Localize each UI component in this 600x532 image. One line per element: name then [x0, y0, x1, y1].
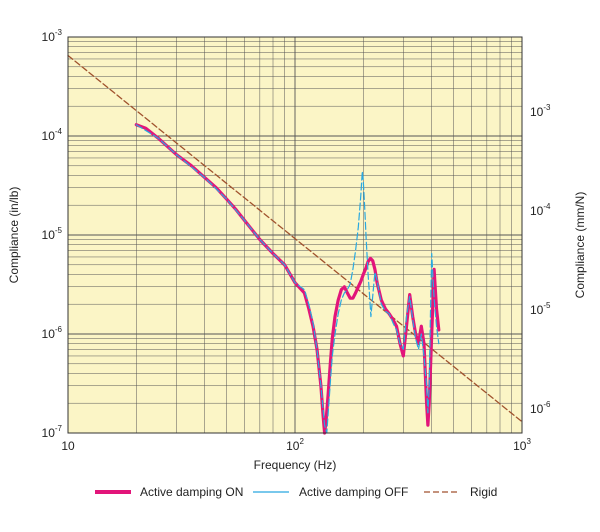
x-axis-title: Frequency (Hz) [254, 458, 337, 472]
legend-label-damping-on: Active damping ON [140, 485, 243, 499]
y-tick-label-right: 10-3 [530, 103, 551, 119]
legend-label-rigid: Rigid [470, 485, 497, 499]
tick-labels: 10-7 10-6 10-5 10-4 10-3 10-6 10-5 10-4 10-3 10 10… [42, 28, 552, 453]
y-tick-label-right: 10-5 [530, 301, 551, 317]
y-tick-label-right: 10-6 [530, 400, 551, 416]
y-tick-label-left: 10-5 [42, 226, 63, 242]
plot-frame [67, 36, 523, 434]
series-active-damping-off [135, 124, 440, 434]
y-axis-title-left: Compliance (in/lb) [7, 187, 21, 284]
series-rigid [67, 54, 523, 423]
y-tick-label-left: 10-7 [42, 424, 63, 440]
series-active-damping-on [134, 123, 441, 435]
y-axis-title-right: Compliance (mm/N) [573, 192, 587, 299]
legend: Active damping ON Active damping OFF Rig… [95, 485, 497, 499]
x-tick-label: 102 [286, 437, 304, 453]
y-tick-label-left: 10-4 [42, 127, 63, 143]
x-tick-label: 10 [61, 439, 75, 453]
x-tick-label: 103 [513, 437, 531, 453]
grid-lines [67, 37, 522, 434]
y-tick-label-left: 10-3 [42, 28, 63, 44]
legend-label-damping-off: Active damping OFF [299, 485, 408, 499]
series-lines [67, 54, 523, 435]
y-tick-label-right: 10-4 [530, 202, 551, 218]
y-tick-label-left: 10-6 [42, 325, 63, 341]
